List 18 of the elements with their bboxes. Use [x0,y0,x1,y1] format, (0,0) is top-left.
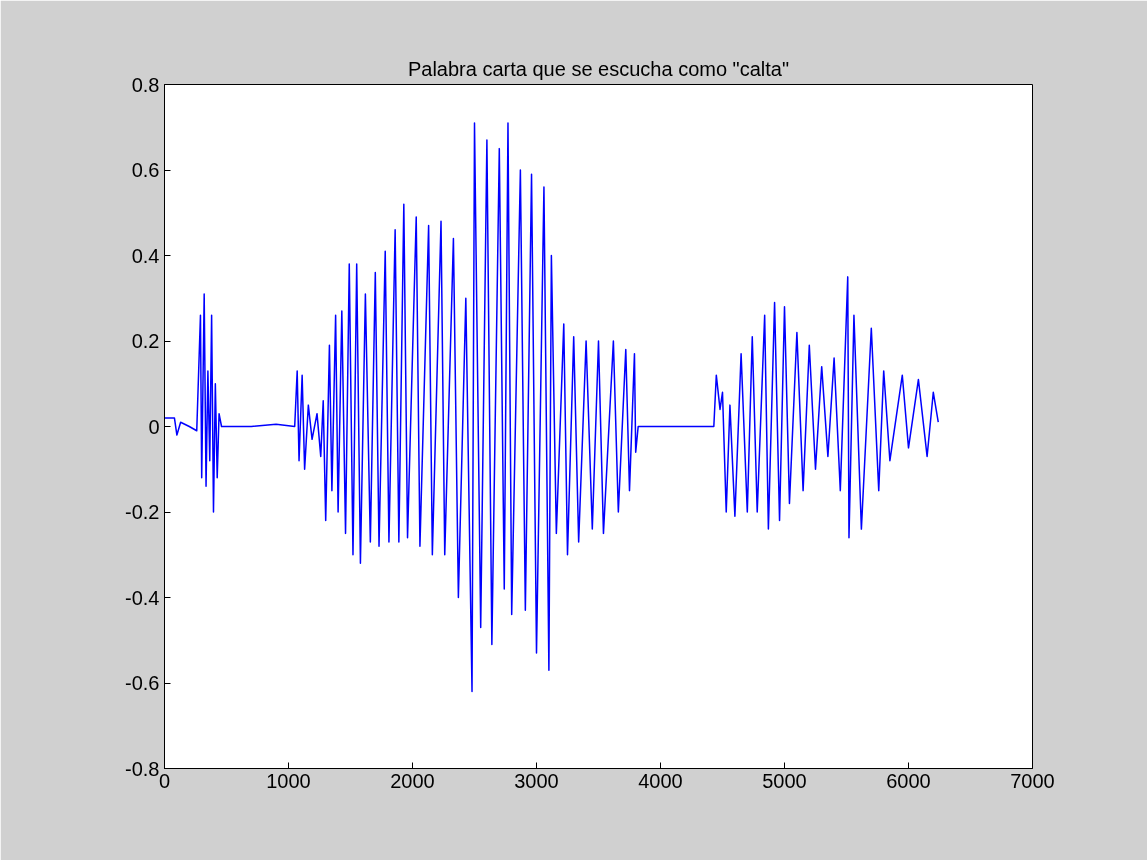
line-series [164,122,940,693]
x-tick-label: 4000 [638,769,683,792]
y-tick-label: -0.8 [125,757,160,780]
y-tick-label: -0.6 [125,672,160,694]
x-tick-label: 5000 [762,769,807,792]
y-tick-label: -0.2 [125,501,160,523]
y-tick-label: 0.4 [131,244,160,267]
y-tick-label: 0 [148,415,160,438]
x-tick-label: 7000 [1010,769,1055,792]
y-tick-label: 0.2 [131,330,160,352]
y-tick-label: -0.4 [125,586,160,609]
x-tick-label: 6000 [886,769,931,792]
x-tick-label: 2000 [390,769,435,792]
y-tick-label: 0.8 [131,73,160,96]
chart-title: Palabra carta que se escucha como "calta" [407,57,790,80]
x-tick-label: 3000 [514,769,559,792]
x-tick-label: 1000 [266,769,311,792]
y-tick-label: 0.6 [131,159,160,181]
